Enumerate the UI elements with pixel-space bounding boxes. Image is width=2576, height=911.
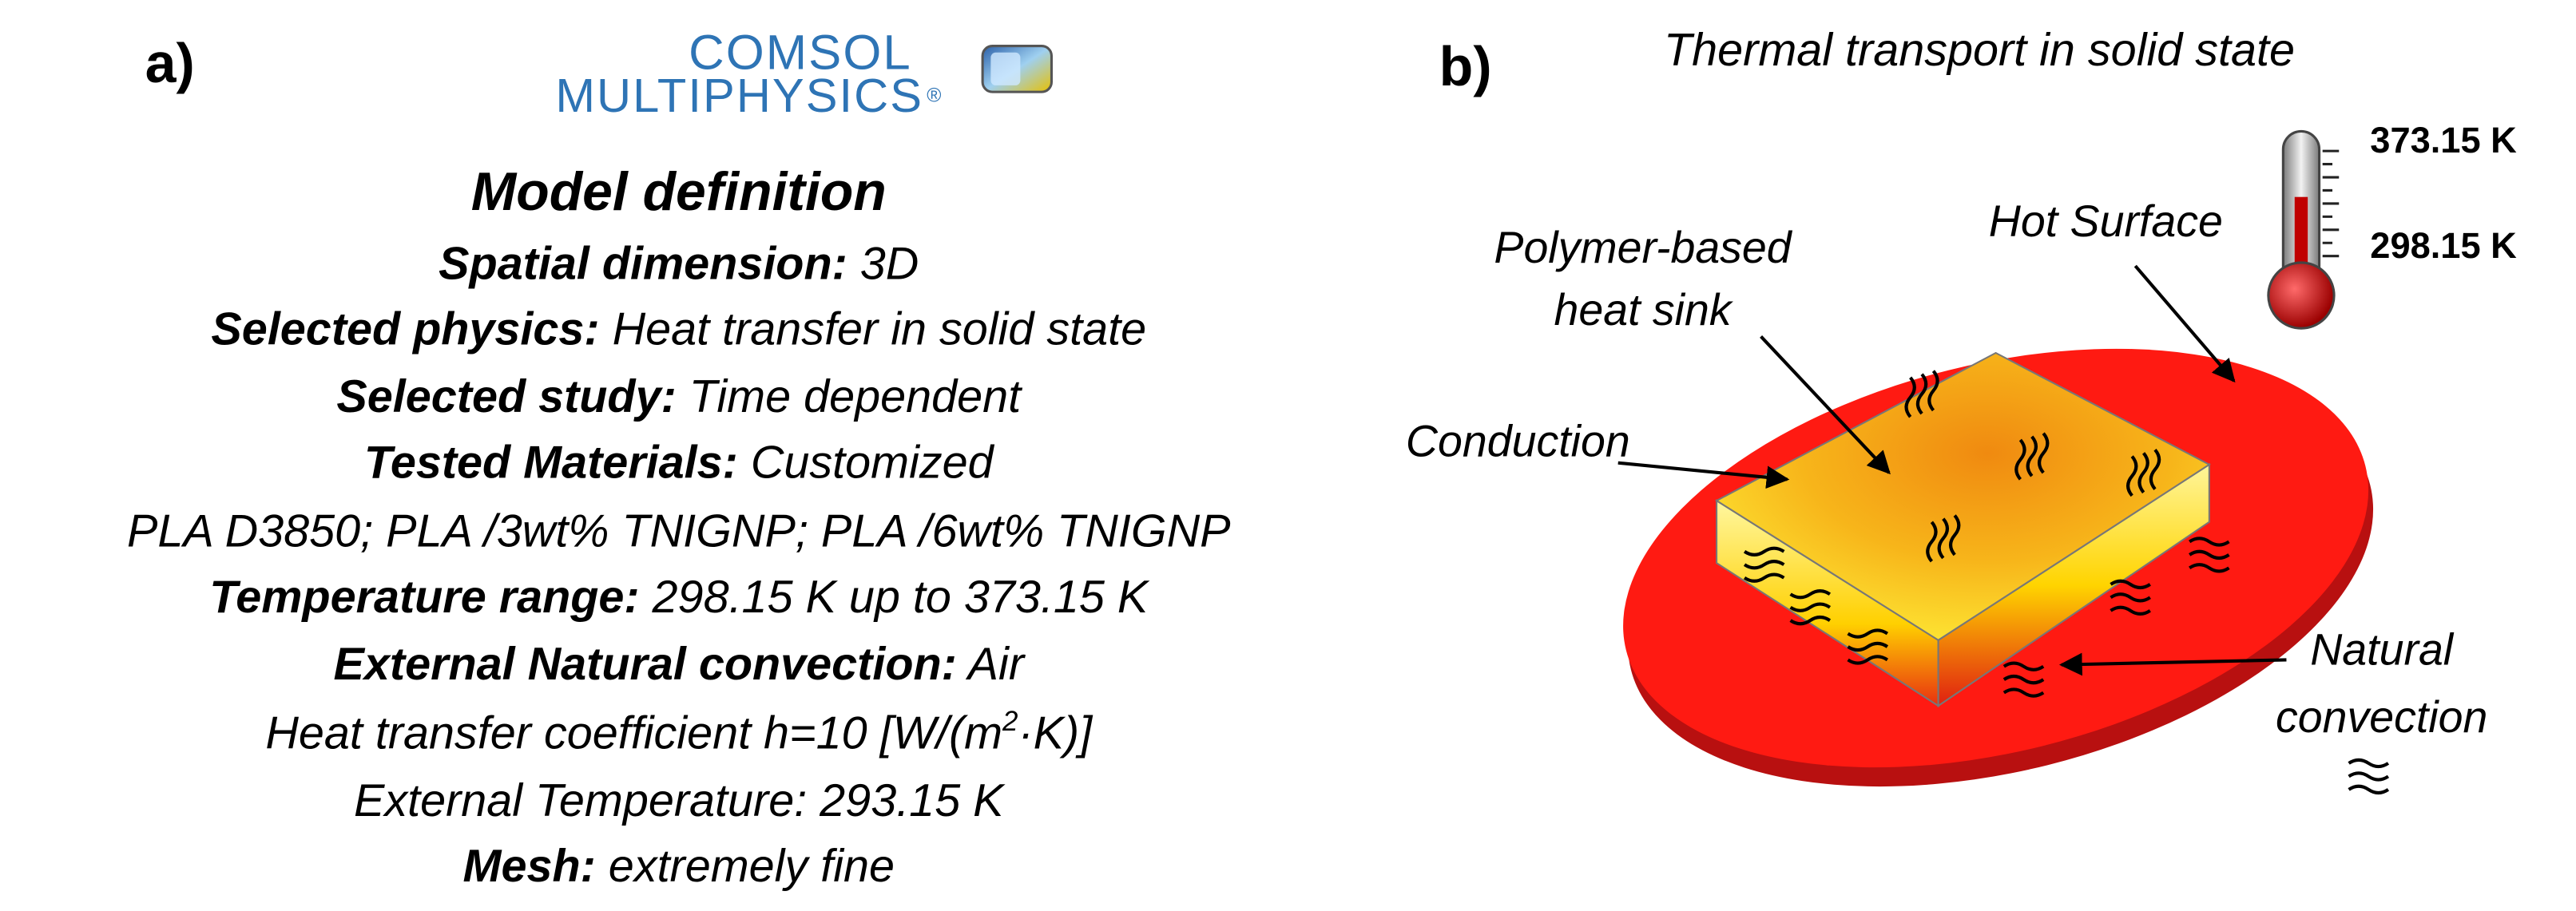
line-key: Mesh: [463,841,596,892]
hot-surface-label: Hot Surface [1989,196,2223,246]
line-key: Selected study: [336,371,676,422]
logo-icon [981,45,1053,93]
convection-label: convection [2276,692,2487,742]
model-line: Selected physics: Heat transfer in solid… [211,304,1146,355]
heat-sink [1715,351,2211,707]
temp-high: 373.15 K [2370,120,2517,160]
line-value: Air [957,639,1026,690]
line-key: Spatial dimension: [439,238,847,289]
heat-sink-label: heat sink [1554,285,1733,335]
arrow [1617,461,1790,489]
logo-mark: ® [927,85,941,106]
line-value: Heat transfer coefficient h=10 [W/(m [265,707,1002,759]
arrow [2133,264,2236,383]
line-value: External Temperature: 293.15 K [354,775,1006,826]
model-line: Mesh: extremely fine [463,841,895,892]
arrow [2058,652,2287,676]
logo-text: COMSOL [689,25,912,80]
line-value: 298.15 K up to 373.15 K [640,572,1150,623]
line-sup: 2 [1002,706,1018,737]
line-key: External Natural convection: [334,639,957,690]
thermometer [2267,129,2340,330]
line-value: Time dependent [677,371,1022,422]
line-value: extremely fine [596,841,895,892]
arrow [1760,335,1891,475]
line-key: Tested Materials: [364,437,738,488]
line-value: ·K)] [1018,707,1094,759]
panel-label: a) [145,32,195,94]
convection-label: Natural [2310,625,2455,675]
model-line: Selected study: Time dependent [336,371,1022,422]
conduction-label: Conduction [1406,417,1630,466]
heat-sink-label: Polymer-based [1494,223,1792,272]
temp-low: 298.15 K [2370,225,2517,266]
model-line: PLA D3850; PLA /3wt% TNIGNP; PLA /6wt% T… [127,506,1231,557]
model-title: Model definition [471,162,887,222]
model-line: Temperature range: 298.15 K up to 373.15… [209,572,1150,623]
line-key: Temperature range: [209,572,639,623]
heat-waves [1743,370,2390,795]
line-value: PLA D3850; PLA /3wt% TNIGNP; PLA /6wt% T… [127,506,1231,557]
model-line: External Natural convection: Air [334,639,1026,690]
line-value: 3D [847,238,919,289]
model-line: Spatial dimension: 3D [439,238,919,289]
line-value: Customized [738,437,995,488]
model-lines: Spatial dimension: 3D Selected physics: H… [127,238,1231,891]
panel-title: Thermal transport in solid state [1664,25,2295,76]
model-line: External Temperature: 293.15 K [354,775,1006,826]
model-line: Heat transfer coefficient h=10 [W/(m2·K)… [265,706,1094,759]
line-value: Heat transfer in solid state [600,304,1147,355]
model-line: Tested Materials: Customized [364,437,995,488]
line-key: Selected physics: [211,304,599,355]
panel-label: b) [1439,35,1492,97]
logo-text: MULTIPHYSICS [555,69,923,122]
